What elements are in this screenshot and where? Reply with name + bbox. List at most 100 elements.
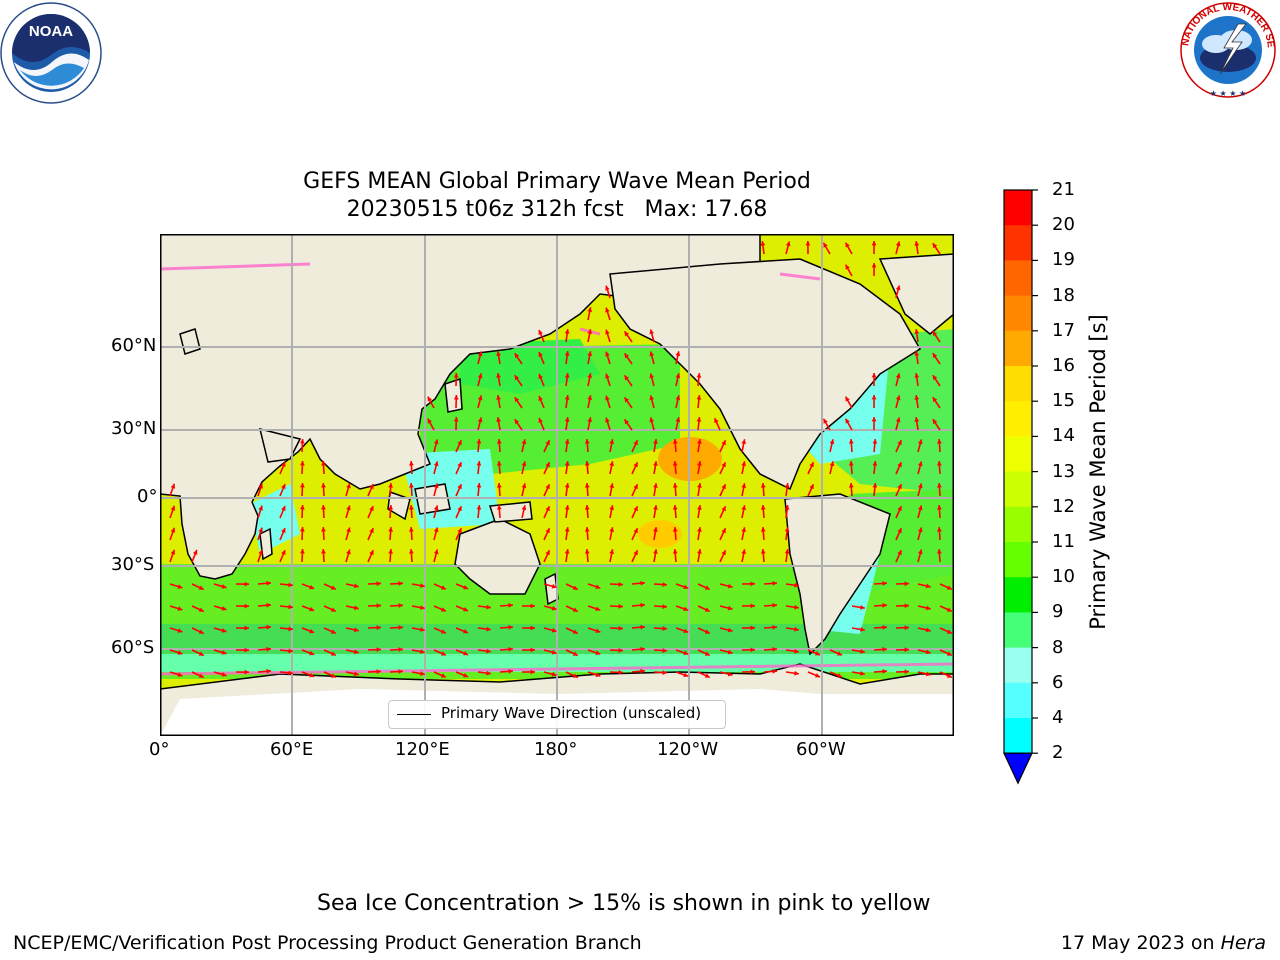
wave-direction-arrowhead (486, 648, 491, 654)
wave-direction-arrowhead (321, 505, 326, 510)
wave-direction-arrowhead (346, 505, 351, 511)
wave-direction-arrowhead (453, 373, 459, 378)
wave-direction-arrowhead (794, 582, 799, 588)
wave-direction-arrowhead (376, 669, 381, 675)
wave-direction-arrowhead (823, 242, 828, 248)
wave-direction-arrowhead (476, 461, 482, 466)
wave-direction-arrowhead (477, 395, 483, 401)
wave-direction-arrowhead (914, 417, 920, 422)
wave-direction-arrowhead (633, 550, 638, 556)
wave-direction-arrowhead (683, 650, 689, 656)
wave-direction-arrowhead (937, 505, 942, 510)
wave-direction-arrowhead (564, 373, 570, 378)
wave-direction-arrowhead (420, 671, 425, 676)
colorbar-tick-label: 14 (1052, 425, 1075, 447)
colorbar-tick-label: 21 (1052, 179, 1075, 200)
wave-direction-arrowhead (750, 625, 755, 631)
nws-logo: NATIONAL WEATHER SERVICE ★ ★ ★ ★ (1172, 0, 1280, 100)
wave-direction-arrowhead (496, 373, 501, 378)
colorbar-segment (1004, 471, 1032, 508)
wave-direction-arrowhead (605, 395, 610, 401)
wave-direction-arrowhead (440, 651, 446, 656)
wave-direction-arrowhead (721, 440, 726, 446)
colorbar-tick-label: 20 (1052, 214, 1075, 236)
wave-direction-arrowhead (530, 669, 535, 675)
wave-direction-arrowhead (845, 264, 850, 270)
wave-direction-arrowhead (697, 549, 702, 554)
wave-direction-arrowhead (925, 605, 931, 611)
wave-direction-arrowhead (321, 549, 326, 554)
wave-direction-arrowhead (672, 527, 678, 532)
wave-direction-arrowhead (198, 673, 204, 678)
wave-direction-arrowhead (564, 527, 570, 532)
wave-direction-arrowhead (683, 606, 689, 612)
wave-direction-arrowhead (514, 419, 520, 425)
wave-direction-arrowhead (398, 647, 403, 652)
wave-direction-arrowhead (244, 647, 249, 653)
wave-direction-arrowhead (897, 550, 902, 556)
wave-direction-arrowhead (882, 647, 887, 652)
wave-direction-arrowhead (530, 603, 535, 609)
wave-direction-arrowhead (595, 606, 601, 611)
wave-direction-arrowhead (872, 461, 878, 466)
wave-direction-arrowhead (496, 461, 502, 466)
wave-direction-arrowhead (353, 649, 359, 655)
colorbar-segment (1004, 330, 1032, 367)
wave-direction-arrowhead (346, 483, 351, 489)
wave-direction-arrowhead (514, 397, 520, 403)
wave-direction-arrowhead (897, 462, 902, 468)
wave-direction-arrowhead (433, 461, 439, 467)
wave-direction-arrowhead (785, 241, 791, 247)
wave-direction-arrowhead (376, 603, 381, 609)
wave-direction-arrowhead (545, 462, 550, 468)
wave-direction-arrowhead (882, 581, 887, 586)
wave-direction-arrowhead (633, 440, 638, 446)
wave-direction-arrowhead (587, 373, 593, 379)
wave-direction-arrowhead (721, 484, 726, 490)
wave-direction-arrowhead (605, 417, 610, 423)
wave-direction-arrowhead (440, 607, 446, 612)
wave-direction-arrowhead (281, 462, 286, 467)
colorbar-tick-label: 15 (1052, 390, 1075, 412)
wave-direction-arrowhead (420, 627, 425, 632)
wave-direction-arrowhead (457, 528, 462, 534)
wave-direction-arrowhead (330, 585, 336, 590)
wave-direction-arrowhead (609, 483, 615, 489)
wave-direction-arrowhead (829, 439, 835, 445)
wave-direction-arrowhead (376, 647, 381, 653)
wave-direction-arrowhead (672, 483, 678, 488)
wave-direction-arrowhead (845, 242, 850, 248)
wave-direction-arrowhead (476, 439, 482, 444)
wave-direction-arrowhead (288, 670, 293, 676)
wave-direction-arrowhead (521, 439, 527, 445)
wave-direction-arrowhead (564, 439, 570, 444)
wave-direction-arrowhead (772, 646, 777, 652)
wave-direction-arrowhead (221, 650, 227, 655)
y-tick-60s: 60°S (111, 637, 155, 658)
wave-direction-arrowhead (784, 549, 790, 554)
wave-direction-arrowhead (618, 648, 623, 653)
wave-direction-arrowhead (697, 483, 702, 488)
wave-direction-arrowhead (409, 549, 414, 554)
colorbar-tick-label: 4 (1052, 707, 1064, 728)
wave-direction-arrowhead (937, 439, 942, 444)
wave-direction-arrowhead (496, 439, 502, 444)
wave-direction-arrowhead (845, 396, 850, 402)
wave-direction-arrowhead (727, 671, 733, 677)
wave-direction-arrowhead (221, 606, 227, 611)
wave-direction-arrowhead (388, 549, 394, 554)
wave-direction-arrowhead (946, 585, 952, 590)
wave-direction-arrowhead (453, 417, 459, 422)
wave-direction-arrowhead (829, 461, 835, 467)
wave-direction-arrowhead (433, 527, 439, 533)
wave-direction-arrowhead (281, 506, 286, 511)
wave-direction-arrowhead (895, 285, 901, 291)
wave-direction-arrowhead (697, 505, 702, 510)
wave-direction-arrowhead (672, 461, 678, 466)
wave-direction-arrowhead (609, 461, 615, 467)
wave-direction-arrowhead (897, 440, 902, 446)
wave-direction-arrows (169, 240, 953, 679)
colorbar-segment (1004, 401, 1032, 437)
wave-direction-arrowhead (895, 417, 901, 423)
wave-direction-arrowhead (564, 329, 570, 334)
